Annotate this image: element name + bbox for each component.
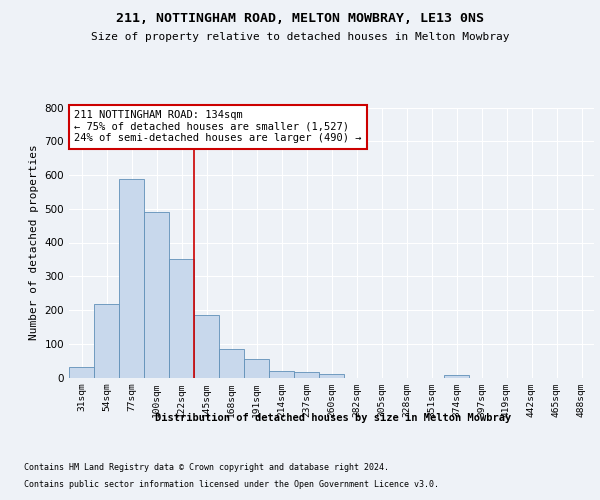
Bar bbox=[119, 179, 143, 378]
Text: Contains HM Land Registry data © Crown copyright and database right 2024.: Contains HM Land Registry data © Crown c… bbox=[24, 462, 389, 471]
Bar bbox=[445, 375, 469, 378]
Bar bbox=[169, 260, 194, 378]
Bar bbox=[194, 315, 218, 378]
Text: 211, NOTTINGHAM ROAD, MELTON MOWBRAY, LE13 0NS: 211, NOTTINGHAM ROAD, MELTON MOWBRAY, LE… bbox=[116, 12, 484, 26]
Bar bbox=[145, 212, 169, 378]
Bar bbox=[319, 374, 344, 378]
Bar bbox=[94, 304, 119, 378]
Y-axis label: Number of detached properties: Number of detached properties bbox=[29, 144, 39, 340]
Bar bbox=[295, 372, 319, 378]
Text: Distribution of detached houses by size in Melton Mowbray: Distribution of detached houses by size … bbox=[155, 412, 511, 422]
Text: 211 NOTTINGHAM ROAD: 134sqm
← 75% of detached houses are smaller (1,527)
24% of : 211 NOTTINGHAM ROAD: 134sqm ← 75% of det… bbox=[74, 110, 362, 144]
Bar bbox=[269, 371, 293, 378]
Text: Size of property relative to detached houses in Melton Mowbray: Size of property relative to detached ho… bbox=[91, 32, 509, 42]
Text: Contains public sector information licensed under the Open Government Licence v3: Contains public sector information licen… bbox=[24, 480, 439, 489]
Bar bbox=[244, 359, 269, 378]
Bar bbox=[70, 366, 94, 378]
Bar bbox=[220, 350, 244, 378]
